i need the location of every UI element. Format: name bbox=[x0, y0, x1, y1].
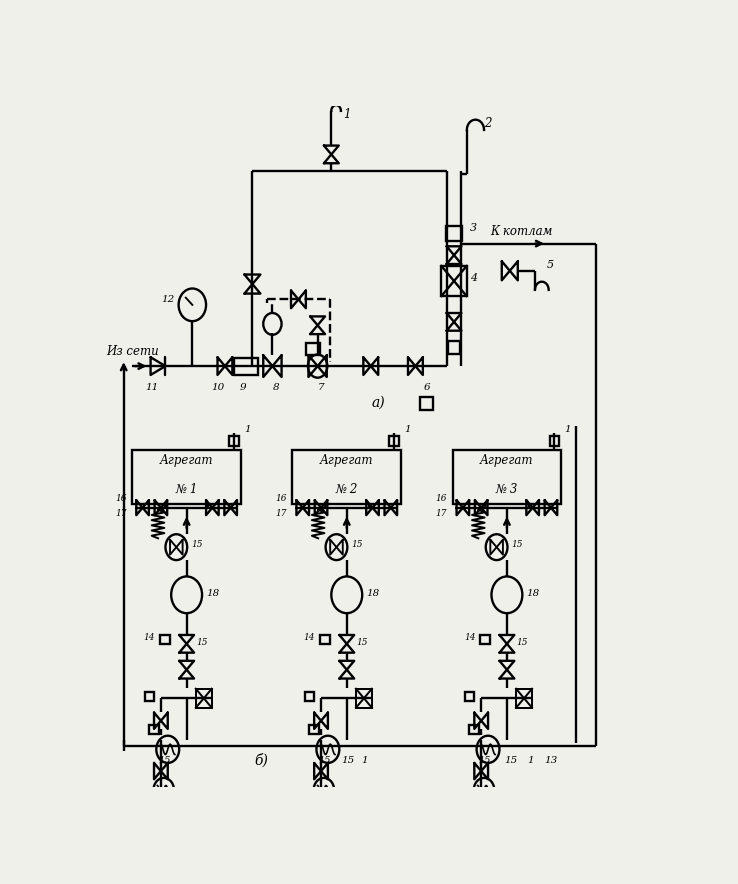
Bar bbox=[452, 450, 562, 504]
Text: 14: 14 bbox=[304, 633, 315, 642]
Bar bbox=[320, 635, 330, 644]
Text: 16: 16 bbox=[115, 494, 127, 503]
Text: 7: 7 bbox=[318, 384, 324, 392]
Bar bbox=[149, 725, 159, 735]
Text: Агрегат: Агрегат bbox=[480, 453, 534, 467]
Text: 18: 18 bbox=[366, 589, 379, 598]
Text: 1: 1 bbox=[565, 425, 571, 434]
Bar bbox=[469, 725, 479, 735]
Bar bbox=[132, 450, 241, 504]
Text: 17: 17 bbox=[435, 508, 447, 518]
Bar bbox=[516, 689, 532, 708]
Text: а): а) bbox=[371, 395, 385, 409]
Text: 2: 2 bbox=[484, 117, 492, 130]
Text: 16: 16 bbox=[435, 494, 447, 503]
Bar bbox=[306, 343, 320, 355]
Text: 16: 16 bbox=[275, 494, 287, 503]
Text: 1: 1 bbox=[404, 425, 411, 434]
Bar bbox=[441, 266, 466, 296]
Text: 10: 10 bbox=[212, 384, 224, 392]
Text: 14: 14 bbox=[144, 633, 155, 642]
Text: 15: 15 bbox=[196, 638, 208, 647]
Bar bbox=[390, 436, 399, 446]
Bar bbox=[230, 436, 239, 446]
Text: 15: 15 bbox=[191, 540, 203, 549]
Text: 6: 6 bbox=[424, 384, 430, 392]
Text: Из сети: Из сети bbox=[106, 345, 159, 358]
Text: 15: 15 bbox=[318, 757, 331, 766]
Text: 15: 15 bbox=[478, 757, 491, 766]
Text: б): б) bbox=[254, 754, 268, 768]
Text: № 1: № 1 bbox=[176, 483, 198, 496]
Bar bbox=[420, 397, 433, 410]
Text: 11: 11 bbox=[145, 384, 159, 392]
Text: 4: 4 bbox=[470, 273, 477, 283]
Text: 1: 1 bbox=[527, 757, 534, 766]
Bar bbox=[309, 725, 319, 735]
Text: 15: 15 bbox=[517, 638, 528, 647]
Bar bbox=[292, 450, 401, 504]
Text: 8: 8 bbox=[272, 384, 279, 392]
Text: 18: 18 bbox=[526, 589, 539, 598]
Text: 13: 13 bbox=[544, 757, 557, 766]
Bar bbox=[196, 689, 212, 708]
Bar bbox=[465, 692, 475, 701]
Text: К котлам: К котлам bbox=[490, 225, 553, 238]
Bar bbox=[160, 635, 170, 644]
Text: № 2: № 2 bbox=[336, 483, 358, 496]
Text: Агрегат: Агрегат bbox=[160, 453, 213, 467]
Text: 1: 1 bbox=[361, 757, 368, 766]
Text: 15: 15 bbox=[341, 757, 354, 766]
Text: 1: 1 bbox=[244, 425, 251, 434]
Text: 1: 1 bbox=[342, 109, 351, 121]
Text: 15: 15 bbox=[351, 540, 363, 549]
Bar bbox=[448, 340, 461, 354]
Text: 9: 9 bbox=[239, 384, 246, 392]
Text: 15: 15 bbox=[504, 757, 517, 766]
Text: 12: 12 bbox=[161, 295, 174, 304]
Text: 17: 17 bbox=[115, 508, 127, 518]
Text: 15: 15 bbox=[511, 540, 523, 549]
Text: 15: 15 bbox=[356, 638, 368, 647]
Bar bbox=[550, 436, 559, 446]
Text: 15: 15 bbox=[158, 757, 170, 766]
Bar bbox=[480, 635, 490, 644]
Bar bbox=[446, 225, 462, 241]
Bar bbox=[233, 358, 258, 375]
Text: 3: 3 bbox=[470, 223, 477, 232]
Text: 14: 14 bbox=[464, 633, 475, 642]
Bar bbox=[145, 692, 154, 701]
Bar bbox=[305, 692, 314, 701]
Text: 18: 18 bbox=[206, 589, 219, 598]
Text: 5: 5 bbox=[547, 261, 554, 271]
Text: Агрегат: Агрегат bbox=[320, 453, 373, 467]
Text: 17: 17 bbox=[275, 508, 287, 518]
Text: № 3: № 3 bbox=[496, 483, 518, 496]
Bar bbox=[356, 689, 372, 708]
